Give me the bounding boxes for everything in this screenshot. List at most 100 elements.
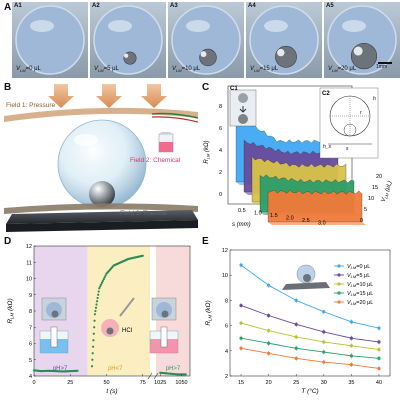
panel-c-label: C [202,82,210,93]
e-data-point [322,340,326,344]
c-ytick: 8 [219,104,222,110]
e-data-point [294,335,298,339]
e-series-line [240,337,380,359]
d-ytick: 10 [26,277,32,283]
e-series-line [240,264,380,329]
c-ytick: 4 [219,148,222,154]
e-legend-label: VLM=15 μL [347,291,373,297]
hcl-label: HCl [122,328,132,334]
e-legend-label: VLM=0 μL [347,264,370,270]
d-data-point [96,296,99,300]
d-ylabel: RLM (kΩ) [7,298,15,323]
photo-sublabel: A1 [14,3,22,9]
e-xtick: 20 [266,380,272,386]
c-ztick: 5 [364,207,367,213]
c-xtick: 3.0 [318,221,326,227]
e-data-point [239,336,243,340]
panel-c-3d-chart: C1 C2 h r s h_s 0 2 4 6 8 RLM (kΩ) 0.5 1.0 1.5 2.0 2.5 3.… [204,85,395,228]
d-ytick: 7 [29,325,32,331]
e-xtick: 40 [376,380,382,386]
photo-volume-label: VLM=10 μL [172,66,201,74]
e-data-point [239,346,243,350]
field3-label: Field 3: Thermal [120,210,167,217]
droplet-sphere [15,5,85,75]
d-data-point [95,300,99,303]
d-data-point [92,339,95,342]
photo-sublabel: A5 [326,3,334,9]
d-data-point [91,358,94,361]
c-xtick: 2.0 [286,216,294,222]
d-data-point [91,345,95,348]
d-data-point [94,306,98,309]
c-xlabel: s (mm) [232,222,251,228]
pressure-arrows [48,84,167,108]
photo-sublabel: A4 [248,3,256,9]
e-data-point [377,347,381,352]
e-data-point [239,303,243,308]
e-data-point [239,321,243,325]
c-ytick: 0 [219,192,222,198]
d-data-point [98,287,101,290]
d-data-point [92,332,95,335]
e-data-point [349,344,353,348]
photo-sublabel: A3 [170,3,178,9]
e-data-point [267,313,271,318]
photo-volume-label: VLM=5 μL [94,66,119,74]
d-data-point [93,326,96,329]
d-data-point [103,276,106,279]
d-ytick: 5 [29,358,32,364]
c2-geometry-label: r [360,110,362,116]
panel-d-label: D [4,236,12,247]
panel-b-label: B [4,82,12,93]
d-data-point [184,373,187,376]
e-data-point [349,363,353,367]
e-data-point [267,283,271,287]
d-data-point [93,319,96,322]
panel-a-photo-2: A2 VLM=5 μL [90,2,166,78]
e-data-point [239,263,243,267]
panel-a-photo-4: A4 VLM=15 μL [246,2,322,78]
d-data-point [90,365,94,368]
e-ytick: 4 [225,349,228,355]
d-ytick: 4 [29,374,32,380]
c2-geometry-label: h [373,96,376,102]
e-data-point [377,340,381,344]
c-ztick: 15 [372,185,378,191]
c-xtick: 1.0 [254,211,262,217]
e-ylabel: RLM (kΩ) [205,300,213,325]
e-ytick: 6 [225,324,228,330]
d-data-point [99,285,102,288]
d-data-point [101,279,104,283]
panel-e-chart: VLM=0 μL VLM=5 μL VLM=10 μL VLM=15 μL VLM=20… [205,248,391,395]
e-ytick: 12 [222,248,228,254]
chemical-beaker-icon [158,132,174,153]
panel-b-illustration: Field 1: Pressure Field 2: Chemical Fiel… [4,84,198,232]
c2-geometry-label: s [346,146,349,152]
metal-droplet [275,45,297,68]
photo-sublabel: A2 [92,3,100,9]
c2-inset [319,87,379,159]
d-ytick: 6 [29,342,32,348]
e-xtick: 25 [293,380,299,386]
panel-a: A1 VLM=0 μL A2 VLM=5 μL A3 VLM=10 μL A4 VLM=15 … [8,2,400,80]
e-ytick: 10 [222,273,228,279]
c-xtick: 2.5 [302,218,310,224]
e-series-line [240,347,380,369]
c-zlabel: VLM (μL) [381,180,395,203]
c-ytick: 2 [219,170,222,176]
waterfall-series-20 [267,189,363,223]
e-data-point [377,356,381,360]
e-data-point [294,356,298,360]
field2-label: Field 2: Chemical [130,157,181,164]
d-data-point [99,283,103,286]
e-data-point [377,366,381,371]
c-xtick: 0.5 [238,208,246,214]
c-ztick: 20 [376,174,382,180]
e-xtick: 30 [321,380,327,386]
d-data-point [97,293,100,296]
panel-a-label: A [4,2,12,13]
panel-d-chart: HCl pH>7 pH<7 pH>7 4 5 6 7 8 9 10 11 12 0 25 50 75 1025 10… [7,244,191,395]
e-series-line [240,305,380,343]
e-data-point [267,351,271,355]
d-ytick: 11 [26,260,32,266]
